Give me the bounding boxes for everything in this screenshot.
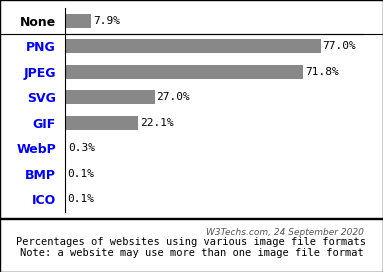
Text: 77.0%: 77.0%	[322, 41, 356, 51]
Text: 0.1%: 0.1%	[67, 194, 94, 205]
Bar	[65, 39, 321, 53]
Bar	[65, 116, 139, 130]
Text: 0.3%: 0.3%	[68, 143, 95, 153]
Text: 22.1%: 22.1%	[140, 118, 174, 128]
Text: 0.1%: 0.1%	[67, 169, 94, 179]
Bar	[65, 65, 303, 79]
Text: W3Techs.com, 24 September 2020: W3Techs.com, 24 September 2020	[206, 228, 364, 237]
Bar	[65, 14, 91, 28]
Text: Percentages of websites using various image file formats
Note: a website may use: Percentages of websites using various im…	[16, 237, 367, 258]
Text: 7.9%: 7.9%	[93, 16, 120, 26]
Text: 27.0%: 27.0%	[156, 92, 190, 103]
Bar	[65, 141, 66, 155]
Text: 71.8%: 71.8%	[305, 67, 339, 77]
Bar	[65, 90, 155, 104]
